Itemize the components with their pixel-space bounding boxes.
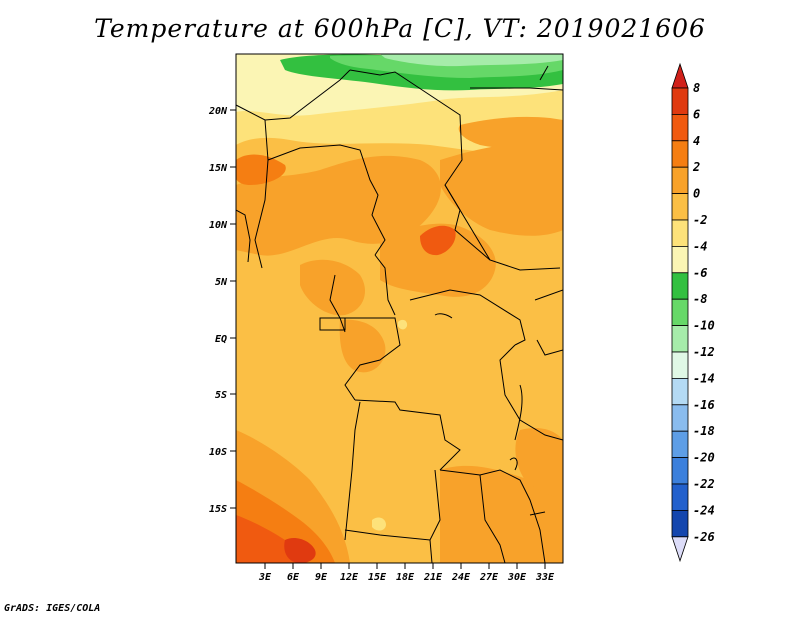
lon-label: 6E <box>287 572 300 583</box>
lat-label: EQ <box>215 334 227 345</box>
lon-label: 18E <box>396 572 415 583</box>
colorbar-swatch <box>671 351 689 379</box>
colorbar-swatch <box>671 114 689 142</box>
colorbar-label: 4 <box>693 134 700 148</box>
colorbar-swatch <box>671 87 689 115</box>
colorbar-label: -2 <box>693 213 707 227</box>
colorbar-label: -8 <box>693 292 707 306</box>
colorbar-label: -4 <box>693 239 707 253</box>
colorbar-swatch <box>671 509 689 538</box>
colorbar-label: 2 <box>692 160 700 174</box>
lat-label: 10N <box>209 220 228 231</box>
colorbar-swatch <box>671 404 689 432</box>
colorbar-label: -24 <box>693 503 715 517</box>
colorbar-swatch <box>671 430 689 459</box>
colorbar-swatch <box>671 298 689 327</box>
colorbar-swatch <box>671 325 689 353</box>
lat-label: 5N <box>215 277 228 288</box>
colorbar-label: 8 <box>693 81 700 95</box>
colorbar-swatch <box>671 272 689 300</box>
map-frame <box>235 53 564 564</box>
colorbar-label: -26 <box>693 530 715 544</box>
colorbar-label: 0 <box>693 187 700 201</box>
colorbar-swatch <box>671 377 689 406</box>
lon-label: 3E <box>258 572 272 583</box>
lat-label: 5S <box>215 390 227 401</box>
latitude-axis: 20N 15N 10N 5N EQ 5S 10S 15S <box>208 106 236 515</box>
lat-label: 15S <box>209 504 227 515</box>
colorbar-label: -16 <box>693 398 715 412</box>
colorbar-swatch <box>671 245 689 274</box>
colorbar-label: 6 <box>693 107 700 121</box>
lon-label: 15E <box>368 572 387 583</box>
lon-label: 9E <box>315 572 328 583</box>
colorbar-swatch <box>671 219 689 247</box>
colorbar-swatch <box>671 166 689 194</box>
colorbar-label: -14 <box>693 371 715 385</box>
colorbar-label: -18 <box>693 424 715 438</box>
colorbar-swatch <box>671 483 689 511</box>
colorbar-swatch <box>671 193 689 221</box>
colorbar-swatch <box>671 140 689 168</box>
lon-label: 24E <box>451 572 471 583</box>
colorbar-top-cap <box>671 62 689 89</box>
longitude-axis: 3E 6E 9E 12E 15E 18E 21E 24E 27E 30E 33E <box>258 563 555 583</box>
lon-label: 21E <box>423 572 443 583</box>
lon-label: 12E <box>340 572 359 583</box>
colorbar: 8 6 4 2 0 -2 -4 -6 -8 -10 -12 -14 -16 -18 -20 -22 -24 -26 <box>671 62 715 563</box>
colorbar-label: -20 <box>693 451 715 465</box>
lon-label: 27E <box>479 572 499 583</box>
temperature-field <box>236 54 563 563</box>
credit-text: GrADS: IGES/COLA <box>4 603 101 614</box>
colorbar-label: -6 <box>693 266 707 280</box>
map-title: Temperature at 600hPa [C], VT: 201902160… <box>94 14 706 43</box>
colorbar-swatch <box>671 457 689 485</box>
lat-label: 20N <box>208 106 228 117</box>
colorbar-label: -12 <box>693 345 715 359</box>
lat-label: 15N <box>209 163 228 174</box>
lon-label: 33E <box>535 572 555 583</box>
colorbar-label: -10 <box>693 319 715 333</box>
country-borders <box>236 65 563 563</box>
lon-label: 30E <box>507 572 527 583</box>
lat-label: 10S <box>209 447 227 458</box>
colorbar-label: -22 <box>693 477 715 491</box>
colorbar-bottom-cap <box>671 536 689 563</box>
